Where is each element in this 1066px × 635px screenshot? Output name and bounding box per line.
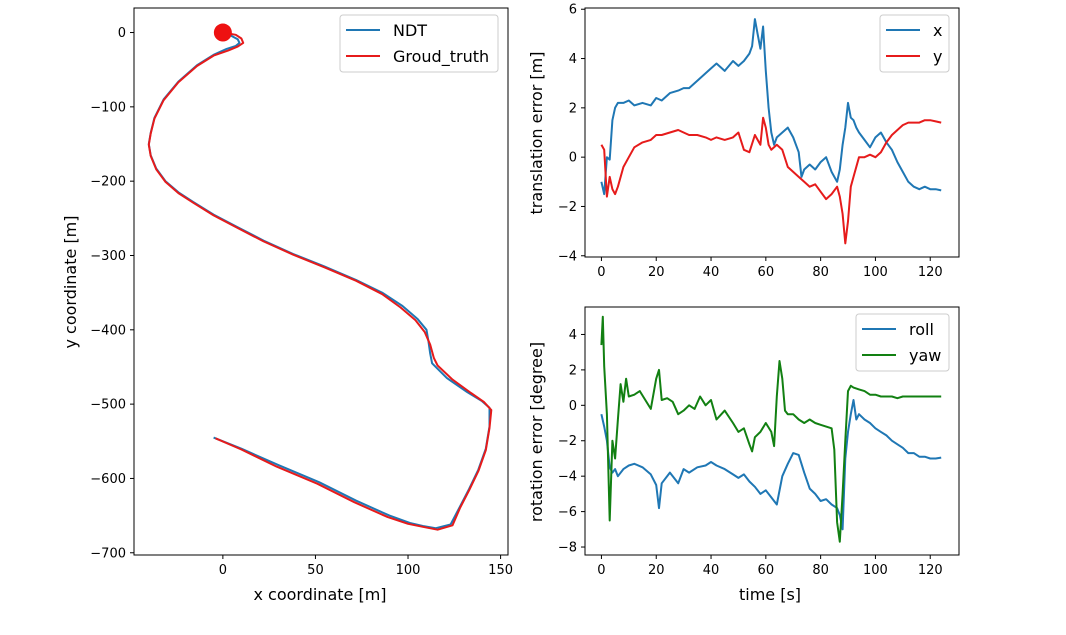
x-tick-label: 60 [758,265,775,280]
series-line-x [600,18,942,196]
legend-label-x: x [933,21,942,40]
x-tick-label: 60 [758,563,775,578]
legend-label-ndt: NDT [393,21,427,40]
x-tick-label: 40 [703,563,720,578]
translation-y-axis-label: translation error [m] [527,51,546,214]
y-tick-label: −300 [90,249,126,264]
x-tick-label: 20 [648,265,665,280]
legend: NDT Groud_truth [339,14,499,73]
rotation-error-plot-frame [584,306,960,556]
x-tick-label: 0 [219,563,227,578]
legend: x y [879,14,950,73]
x-tick-label: 50 [307,563,324,578]
y-tick-label: 0 [569,399,577,414]
x-tick-label: 100 [396,563,421,578]
y-tick-label: −2 [558,434,577,449]
y-tick-label: −200 [90,175,126,190]
y-tick-label: −600 [90,472,126,487]
y-tick-label: 0 [569,151,577,166]
series-line-yaw [600,315,942,543]
legend-label-roll: roll [909,320,934,339]
y-tick-label: −2 [558,200,577,215]
y-tick-label: −500 [90,398,126,413]
translation-error-plot: 0 20 40 60 80 100 120 −4 −2 0 2 4 6 translation erro… [527,3,960,280]
y-tick-label: −4 [558,249,577,264]
y-tick-label: −6 [558,505,577,520]
y-tick-label: 4 [569,328,577,343]
series-line-groud-truth [147,31,493,531]
y-tick-label: 2 [569,363,577,378]
time-x-axis-label: time [s] [739,585,801,604]
x-tick-label: 0 [597,563,605,578]
series-line-roll [600,399,942,531]
legend-label-y: y [933,47,942,66]
rotation-error-plot: 0 20 40 60 80 100 120 −8 −6 −4 −2 0 2 4 time [s] rota… [527,306,960,604]
legend-label-yaw: yaw [909,346,941,365]
x-tick-label: 80 [812,563,829,578]
x-tick-label: 120 [918,563,943,578]
legend-label-groud-truth: Groud_truth [393,47,489,67]
x-tick-label: 100 [863,563,888,578]
x-tick-label: 20 [648,563,665,578]
y-tick-label: 0 [118,26,126,41]
y-tick-label: 2 [569,101,577,116]
y-tick-label: −100 [90,100,126,115]
y-tick-label: 4 [569,52,577,67]
y-tick-label: −4 [558,470,577,485]
x-tick-label: 150 [488,563,513,578]
y-tick-label: 6 [569,3,577,18]
rotation-y-axis-label: rotation error [degree] [527,342,546,522]
legend: roll yaw [855,313,950,372]
y-tick-label: −8 [558,541,577,556]
trajectory-plot-frame [133,7,509,556]
y-tick-label: −700 [90,546,126,561]
x-tick-label: 120 [918,265,943,280]
series-line-y [600,116,942,245]
trajectory-plot: 0 50 100 150 0 −100 −200 −300 −400 −500 −600 −700 x… [61,7,513,604]
x-axis-label: x coordinate [m] [253,585,386,604]
x-tick-label: 80 [812,265,829,280]
start-point-marker [213,23,232,42]
x-tick-label: 40 [703,265,720,280]
x-tick-label: 0 [597,265,605,280]
y-tick-label: −400 [90,323,126,338]
x-tick-label: 100 [863,265,888,280]
translation-error-plot-frame [584,7,960,258]
y-axis-label: y coordinate [m] [61,215,80,348]
